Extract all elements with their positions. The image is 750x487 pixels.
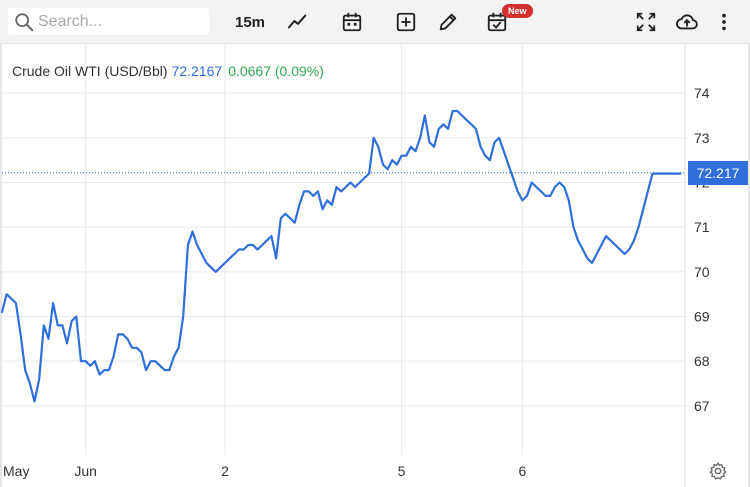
x-tick-label: 2 [221, 463, 229, 479]
last-price-tag: 72.217 [688, 160, 748, 185]
y-tick-label: 74 [694, 85, 710, 101]
new-badge: New [502, 4, 533, 18]
x-tick-label: Jun [74, 463, 97, 479]
calendar-button[interactable] [338, 8, 366, 36]
chart-border-right [748, 44, 750, 487]
y-tick-label: 68 [694, 353, 710, 369]
cloud-upload-icon [676, 14, 698, 30]
interval-button[interactable]: 15m [234, 13, 266, 31]
x-tick-label: 5 [398, 463, 406, 479]
chart-type-button[interactable] [284, 8, 312, 36]
x-tick-label: 6 [518, 463, 526, 479]
y-tick-label: 67 [694, 398, 710, 414]
export-button[interactable] [673, 8, 701, 36]
instrument-name: Crude Oil WTI (USD/Bbl) [12, 63, 168, 79]
add-indicator-button[interactable] [392, 8, 420, 36]
gear-icon[interactable] [708, 461, 728, 481]
calendar-icon [342, 12, 362, 32]
chart-border-left [0, 44, 2, 487]
more-button[interactable] [710, 8, 738, 36]
search-box[interactable] [8, 8, 209, 35]
events-button[interactable] [483, 8, 511, 36]
search-input[interactable] [38, 12, 198, 31]
y-tick-label: 70 [694, 264, 710, 280]
last-price: 72.2167 [171, 63, 223, 79]
y-tick-label: 71 [694, 219, 710, 235]
price-change: 0.0667 (0.09%) [228, 63, 324, 79]
y-tick-label: 73 [694, 130, 710, 146]
fullscreen-icon [636, 12, 656, 32]
add-icon [396, 12, 416, 32]
search-icon [15, 12, 34, 31]
line-chart-icon [287, 14, 307, 29]
more-vertical-icon [722, 13, 726, 31]
fullscreen-button[interactable] [632, 8, 660, 36]
calendar-check-icon [487, 12, 507, 32]
draw-button[interactable] [434, 8, 462, 36]
price-series-line [0, 109, 682, 403]
pencil-icon [439, 13, 457, 31]
y-tick-label: 69 [694, 309, 710, 325]
x-tick-label: May [3, 463, 29, 479]
toolbar: 15m [0, 0, 750, 44]
chart-legend: Crude Oil WTI (USD/Bbl) 72.2167 0.0667 (0.… [12, 63, 324, 79]
